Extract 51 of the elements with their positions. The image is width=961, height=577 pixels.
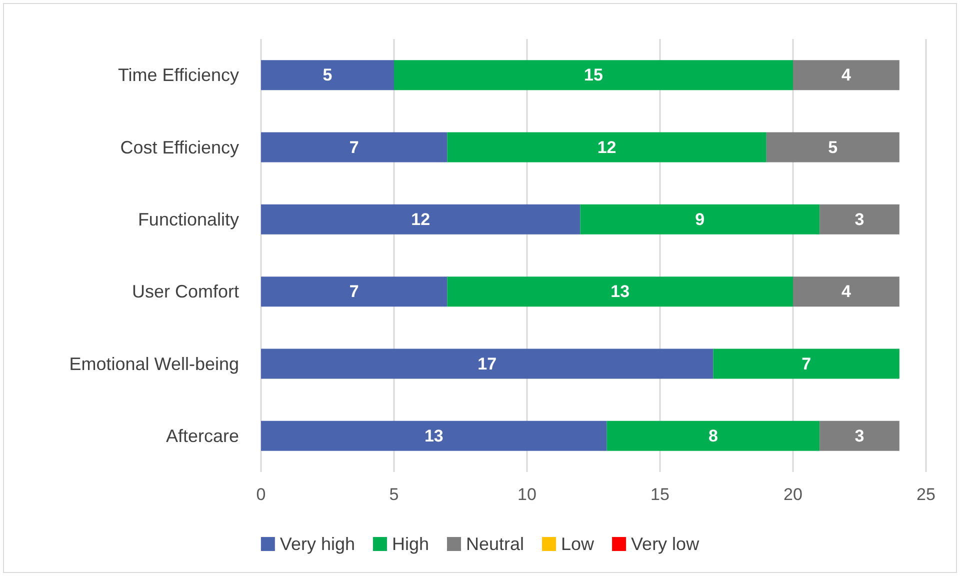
bar <box>394 60 793 90</box>
data-label: 5 <box>828 138 838 157</box>
y-tick-label: Aftercare <box>166 426 239 446</box>
x-tick-label: 5 <box>389 485 399 504</box>
bar <box>580 204 820 234</box>
bar <box>766 132 900 162</box>
data-label: 17 <box>478 354 497 374</box>
bar <box>447 276 793 307</box>
data-label: 5 <box>322 66 332 85</box>
bar <box>793 276 900 307</box>
x-tick-label: 0 <box>256 485 266 504</box>
data-label: 9 <box>695 210 705 229</box>
data-label: 8 <box>708 426 718 446</box>
bar <box>261 420 607 451</box>
bar <box>261 276 448 307</box>
data-label: 13 <box>610 282 630 302</box>
x-tick-label: 15 <box>650 485 670 504</box>
data-label: 7 <box>802 354 812 374</box>
data-label: 3 <box>854 426 864 446</box>
bar <box>261 204 580 234</box>
legend-label: High <box>392 534 430 554</box>
legend-label: Very high <box>280 534 355 554</box>
y-tick-label: Cost Efficiency <box>120 137 239 158</box>
bar <box>793 60 900 90</box>
x-tick-label: 25 <box>916 485 936 504</box>
data-label: 12 <box>597 138 616 157</box>
bar <box>261 348 714 379</box>
y-tick-label: Time Efficiency <box>118 65 239 86</box>
bar <box>606 420 820 451</box>
data-label: 12 <box>411 210 430 229</box>
y-tick-label: User Comfort <box>132 282 239 302</box>
legend-label: Neutral <box>466 534 524 554</box>
data-label: 7 <box>349 282 359 302</box>
bar <box>713 348 900 379</box>
legend-label: Very low <box>631 534 700 554</box>
y-tick-label: Functionality <box>138 209 239 230</box>
bar <box>820 204 900 234</box>
x-tick-label: 10 <box>518 485 536 504</box>
bar <box>820 420 900 451</box>
data-label: 15 <box>584 66 603 85</box>
legend-label: Low <box>561 534 596 554</box>
data-label: 3 <box>854 210 864 229</box>
data-label: 13 <box>424 426 444 446</box>
data-label: 7 <box>349 138 359 157</box>
data-label: 4 <box>841 282 852 302</box>
bar <box>261 132 448 162</box>
data-label: 4 <box>841 66 852 85</box>
y-tick-label: Emotional Well-being <box>69 354 239 374</box>
bar <box>447 132 766 162</box>
x-tick-label: 20 <box>784 485 802 504</box>
bar <box>261 60 394 90</box>
